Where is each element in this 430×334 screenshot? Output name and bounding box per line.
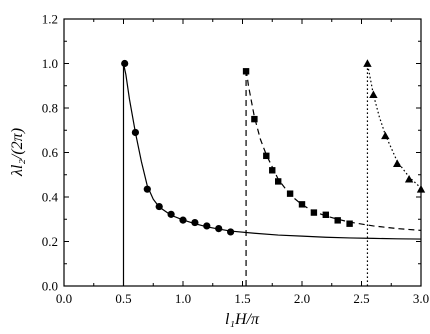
x-tick-label: 1.0: [175, 291, 191, 306]
series-2-square-point: [263, 152, 270, 160]
series-2-curve: [245, 67, 422, 286]
series-1-circle-point: [167, 210, 175, 218]
y-tick-label: 1.2: [42, 12, 58, 27]
series-1-circle-point: [121, 59, 129, 68]
x-tick-label: 1.5: [234, 291, 250, 306]
series-1-circle-point: [131, 128, 139, 137]
series-2-square-point: [334, 217, 341, 224]
series-2-square-point: [310, 209, 318, 216]
series-markers: [121, 59, 426, 236]
series-1-circle-point: [143, 185, 151, 193]
series-2-square-point: [275, 178, 282, 185]
series-1-circle-point: [191, 218, 199, 227]
x-tick-label: 2.5: [353, 291, 369, 306]
series-3-curve: [366, 63, 422, 286]
tick-labels: 0.0 0.5 1.0 1.5 2.0 2.5 3.0 0.0 0.2 0.4 0.6 0.8 1.0 1…: [42, 12, 429, 307]
series-2-square-point: [346, 220, 353, 227]
plot-frame: [63, 18, 422, 287]
series-1-circle-point: [215, 224, 223, 233]
y-axis-label: λl₂/(2π): [9, 128, 26, 177]
series-3-triangle-point: [381, 131, 390, 140]
x-tick-label: 0.5: [115, 291, 131, 306]
series-2-square-point: [269, 167, 276, 174]
series-3-triangle-point: [369, 90, 378, 99]
series-2-square-point: [242, 68, 250, 75]
series-3-triangle-point: [393, 159, 402, 167]
series-1-circle-point: [203, 222, 211, 230]
x-tick-label: 2.0: [294, 291, 310, 306]
series-3-triangle-point: [404, 175, 414, 183]
y-tick-label: 0.0: [42, 279, 58, 294]
series-1-circle-point: [179, 216, 187, 224]
series-2-square-point: [286, 190, 294, 197]
x-axis-label: l₁H/π: [225, 311, 260, 328]
series-1-circle-point: [227, 228, 235, 236]
series-1-circle-point: [155, 202, 163, 211]
y-tick-label: 0.8: [42, 101, 58, 116]
x-tick-label: 3.0: [413, 291, 429, 306]
y-tick-label: 0.6: [42, 145, 59, 160]
series-3-triangle-point: [363, 59, 372, 67]
series-2-square-point: [251, 115, 258, 123]
y-tick-label: 0.4: [42, 190, 59, 205]
y-tick-label: 1.0: [42, 56, 58, 71]
series-2-square-point: [322, 211, 329, 218]
x-tick-label: 0.0: [56, 291, 72, 306]
y-tick-label: 0.2: [42, 234, 58, 249]
series-2-square-point: [298, 201, 306, 208]
